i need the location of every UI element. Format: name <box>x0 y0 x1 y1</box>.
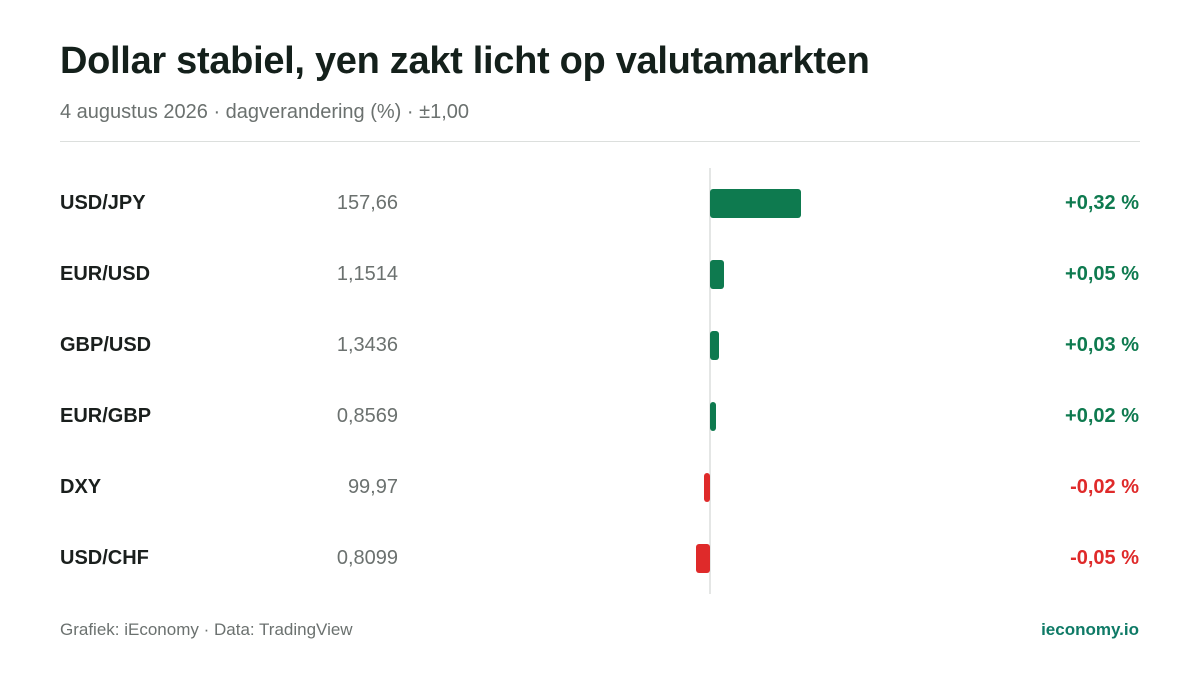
currency-pair-label: DXY <box>60 476 102 498</box>
change-bar <box>710 189 802 218</box>
change-label: -0,05 % <box>1070 547 1139 569</box>
change-label: +0,32 % <box>1065 192 1139 214</box>
change-label: +0,05 % <box>1065 263 1139 285</box>
source-note: Grafiek: iEconomy · Data: TradingView <box>60 620 353 639</box>
change-bar <box>695 544 710 573</box>
table-row: DXY 99,97 -0,02 % <box>0 452 1200 523</box>
change-label: +0,02 % <box>1065 405 1139 427</box>
currency-pair-label: USD/JPY <box>60 192 146 214</box>
table-row: GBP/USD 1,3436 +0,03 % <box>0 310 1200 381</box>
price-value: 99,97 <box>347 476 398 498</box>
price-value: 0,8569 <box>336 405 398 427</box>
currency-pair-label: GBP/USD <box>60 334 152 356</box>
table-row: USD/CHF 0,8099 -0,05 % <box>0 523 1200 594</box>
price-value: 0,8099 <box>336 547 398 569</box>
change-bar <box>710 331 719 360</box>
header-divider <box>60 141 1140 142</box>
chart-title: Dollar stabiel, yen zakt licht op valuta… <box>60 40 870 82</box>
change-bar <box>710 260 725 289</box>
currency-pair-label: USD/CHF <box>60 547 149 569</box>
table-row: EUR/GBP 0,8569 +0,02 % <box>0 381 1200 452</box>
change-bar <box>710 402 716 431</box>
price-value: 157,66 <box>336 192 398 214</box>
price-value: 1,3436 <box>336 334 398 356</box>
change-label: +0,03 % <box>1065 334 1139 356</box>
brand-link[interactable]: ieconomy.io <box>1041 620 1139 639</box>
change-bar <box>704 473 710 502</box>
currency-pair-label: EUR/USD <box>60 263 151 285</box>
zero-axis-line <box>709 168 711 594</box>
price-value: 1,1514 <box>336 263 398 285</box>
currency-pair-label: EUR/GBP <box>60 405 152 427</box>
chart-subtitle: 4 augustus 2026 · dagverandering (%) · ±… <box>60 101 470 123</box>
change-label: -0,02 % <box>1070 476 1139 498</box>
table-row: USD/JPY 157,66 +0,32 % <box>0 168 1200 239</box>
table-row: EUR/USD 1,1514 +0,05 % <box>0 239 1200 310</box>
